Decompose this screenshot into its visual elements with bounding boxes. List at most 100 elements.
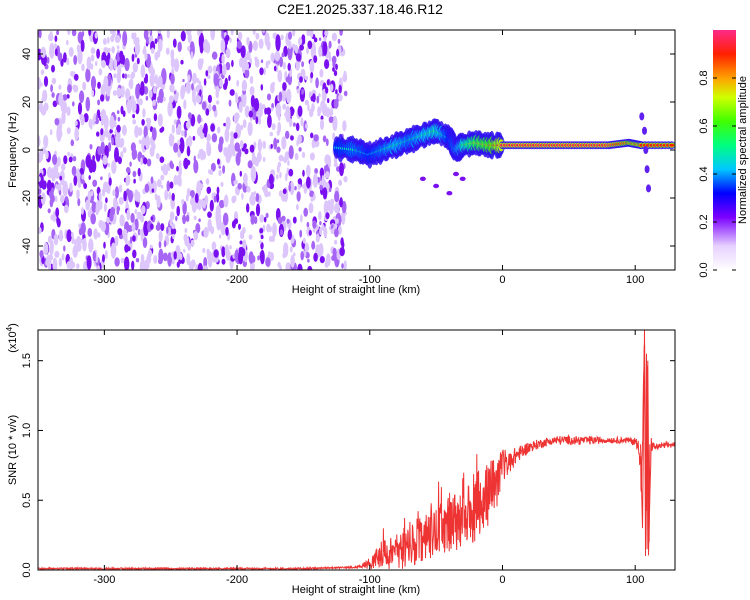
- noise-speckle: [225, 48, 231, 59]
- noise-speckle: [177, 41, 182, 53]
- noise-speckle: [72, 101, 75, 107]
- noise-speckle: [310, 132, 314, 139]
- snr-panel: -300 -200 -100 0 100 0.0 0.5 1.0 1.5 Height of …: [5, 323, 676, 596]
- noise-speckle: [248, 251, 254, 264]
- noise-speckle: [246, 186, 251, 193]
- noise-speckle: [130, 142, 136, 153]
- noise-speckle: [48, 33, 54, 42]
- noise-speckle: [339, 30, 343, 36]
- noise-speckle: [160, 184, 164, 189]
- noise-speckle: [282, 61, 286, 70]
- noise-speckle: [286, 88, 292, 104]
- noise-speckle: [45, 150, 49, 160]
- noise-speckle: [39, 250, 44, 259]
- noise-speckle: [257, 255, 260, 261]
- noise-speckle: [248, 234, 253, 240]
- noise-speckle: [158, 230, 163, 242]
- noise-speckle: [258, 38, 264, 49]
- noise-speckle: [187, 74, 191, 82]
- noise-speckle: [103, 203, 107, 213]
- noise-speckle: [124, 57, 130, 72]
- noise-speckle: [100, 128, 104, 136]
- noise-speckle: [80, 207, 84, 215]
- noise-speckle: [202, 247, 206, 254]
- noise-speckle: [259, 214, 265, 223]
- noise-speckle: [249, 194, 255, 205]
- noise-speckle: [95, 200, 101, 213]
- noise-speckle: [90, 75, 97, 90]
- noise-speckle: [129, 78, 134, 90]
- noise-speckle: [206, 133, 211, 142]
- noise-speckle: [213, 195, 217, 203]
- noise-speckle: [220, 181, 224, 187]
- noise-speckle: [131, 150, 136, 158]
- snr-multiplier-close: ): [7, 323, 19, 327]
- noise-speckle: [134, 125, 140, 138]
- branch-point: [433, 183, 440, 189]
- noise-speckle: [318, 211, 322, 221]
- noise-speckle: [122, 110, 126, 117]
- noise-speckle: [299, 214, 303, 223]
- noise-speckle: [225, 34, 230, 42]
- noise-speckle: [264, 32, 270, 47]
- noise-speckle: [319, 227, 322, 236]
- noise-speckle: [151, 188, 155, 193]
- noise-speckle: [240, 45, 246, 58]
- noise-speckle: [150, 67, 155, 77]
- noise-speckle: [303, 207, 309, 217]
- noise-speckle: [198, 149, 203, 157]
- noise-speckle: [154, 38, 158, 44]
- noise-speckle: [310, 30, 314, 38]
- noise-speckle: [240, 124, 244, 131]
- noise-speckle: [176, 261, 180, 268]
- noise-speckle: [193, 215, 197, 220]
- noise-speckle: [135, 258, 140, 263]
- noise-speckle: [273, 137, 278, 150]
- noise-speckle: [114, 235, 119, 247]
- spectrogram-y-ticks: -40 -20 0 20 40: [21, 48, 675, 254]
- snr-x-axis-label: Height of straight line (km): [292, 584, 420, 596]
- noise-speckle: [131, 53, 135, 62]
- noise-speckle: [56, 216, 60, 225]
- noise-speckle: [249, 75, 254, 84]
- noise-speckle: [121, 124, 127, 136]
- noise-speckle: [278, 91, 283, 102]
- spectrogram-y-tick-label: 40: [21, 48, 33, 60]
- noise-speckle: [119, 214, 125, 227]
- noise-speckle: [211, 133, 218, 143]
- noise-speckle: [95, 254, 99, 263]
- noise-speckle: [244, 61, 249, 71]
- noise-speckle: [179, 137, 185, 154]
- noise-speckle: [77, 168, 80, 175]
- noise-speckle: [244, 68, 250, 79]
- noise-speckle: [38, 149, 44, 162]
- noise-speckle: [288, 145, 294, 160]
- noise-speckle: [66, 57, 70, 66]
- noise-speckle: [195, 223, 201, 234]
- noise-speckle: [332, 60, 336, 68]
- noise-speckle: [203, 229, 209, 238]
- noise-speckle: [288, 183, 292, 192]
- noise-speckle: [296, 88, 300, 94]
- noise-speckle: [338, 94, 343, 102]
- noise-speckle: [68, 156, 73, 163]
- noise-speckle: [132, 62, 138, 73]
- noise-speckle: [130, 73, 135, 80]
- noise-speckle: [281, 52, 285, 58]
- noise-speckle: [137, 167, 141, 177]
- noise-speckle: [38, 30, 42, 39]
- snr-frame: [37, 329, 676, 571]
- noise-speckle: [200, 58, 204, 65]
- noise-speckle: [327, 98, 330, 104]
- noise-speckle: [230, 30, 234, 36]
- noise-speckle: [270, 107, 274, 112]
- noise-speckle: [207, 211, 212, 218]
- noise-speckle: [287, 229, 292, 241]
- noise-speckle: [241, 192, 244, 200]
- noise-speckle: [133, 37, 137, 45]
- noise-speckle: [168, 191, 172, 200]
- noise-speckle: [62, 94, 68, 101]
- noise-speckle: [158, 258, 163, 265]
- noise-speckle: [325, 171, 330, 179]
